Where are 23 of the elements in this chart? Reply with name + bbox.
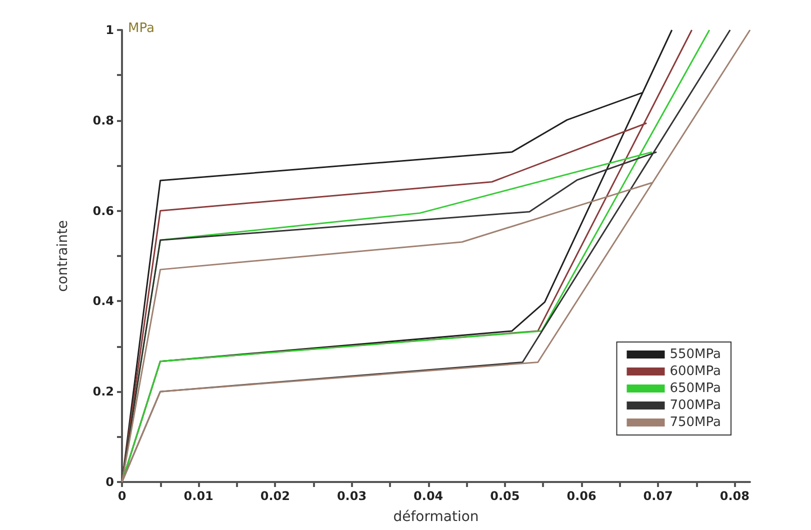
x-tick-label: 0.07: [643, 489, 673, 503]
y-tick-label: 0.6: [92, 204, 114, 218]
y-tick-label: 0.4: [92, 294, 114, 308]
x-tick-label: 0.06: [566, 489, 596, 503]
legend-label: 550MPa: [670, 347, 722, 362]
x-tick-label: 0.03: [336, 489, 367, 503]
legend-label: 700MPa: [670, 398, 722, 413]
legend-label: 750MPa: [670, 415, 722, 430]
y-tick-label: 0.8: [92, 113, 114, 128]
y-tick-label: 1: [106, 23, 114, 37]
annotation: MPa: [128, 21, 154, 36]
x-tick-label: 0: [118, 489, 126, 503]
legend-label: 650MPa: [670, 381, 722, 396]
y-tick-label: 0: [106, 475, 114, 489]
x-tick-label: 0.08: [720, 489, 750, 503]
y-tick-label: 0.2: [92, 384, 114, 399]
legend-label: 600MPa: [670, 364, 722, 379]
x-axis-title: déformation: [393, 509, 479, 525]
x-tick-label: 0.01: [184, 489, 214, 503]
y-axis-title: contrainte: [55, 220, 71, 292]
x-tick-label: 0.04: [414, 489, 444, 503]
x-tick-label: 0.02: [260, 489, 290, 503]
x-tick-label: 0.05: [490, 489, 520, 503]
